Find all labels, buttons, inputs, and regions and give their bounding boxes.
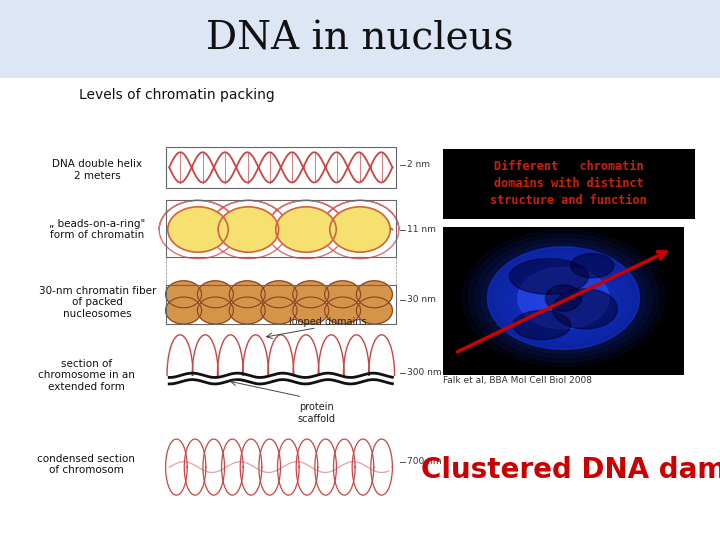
FancyBboxPatch shape bbox=[443, 227, 684, 375]
Circle shape bbox=[276, 207, 336, 252]
FancyBboxPatch shape bbox=[443, 148, 695, 219]
Circle shape bbox=[293, 297, 329, 324]
Text: Levels of chromatin packing: Levels of chromatin packing bbox=[78, 87, 274, 102]
Ellipse shape bbox=[487, 247, 639, 349]
Ellipse shape bbox=[571, 254, 614, 278]
Circle shape bbox=[166, 281, 202, 308]
Ellipse shape bbox=[533, 278, 594, 319]
Ellipse shape bbox=[507, 260, 620, 336]
Circle shape bbox=[261, 297, 297, 324]
Circle shape bbox=[166, 297, 202, 324]
Ellipse shape bbox=[488, 247, 639, 349]
Text: looped domains: looped domains bbox=[289, 316, 366, 327]
Text: „ beads-on-a-ring"
form of chromatin: „ beads-on-a-ring" form of chromatin bbox=[49, 219, 145, 240]
Ellipse shape bbox=[518, 267, 609, 329]
Ellipse shape bbox=[462, 230, 665, 366]
Ellipse shape bbox=[553, 289, 618, 329]
Text: DNA double helix
2 meters: DNA double helix 2 meters bbox=[52, 159, 143, 181]
Circle shape bbox=[293, 281, 329, 308]
Circle shape bbox=[261, 281, 297, 308]
Circle shape bbox=[330, 207, 390, 252]
Text: 2 nm: 2 nm bbox=[407, 160, 430, 169]
Text: protein
scaffold: protein scaffold bbox=[298, 402, 336, 424]
Circle shape bbox=[229, 297, 265, 324]
Circle shape bbox=[325, 281, 361, 308]
Text: 30-nm chromatin fiber
of packed
nucleosomes: 30-nm chromatin fiber of packed nucleoso… bbox=[38, 286, 156, 319]
Circle shape bbox=[229, 281, 265, 308]
Text: section of
chromosome in an
extended form: section of chromosome in an extended for… bbox=[38, 359, 135, 392]
Text: 30 nm: 30 nm bbox=[407, 295, 436, 304]
Text: Falk et al, BBA Mol Cell Biol 2008: Falk et al, BBA Mol Cell Biol 2008 bbox=[443, 376, 592, 385]
Ellipse shape bbox=[546, 285, 582, 311]
Ellipse shape bbox=[513, 265, 613, 332]
Ellipse shape bbox=[495, 252, 632, 345]
Circle shape bbox=[197, 281, 233, 308]
Text: 700 nm: 700 nm bbox=[407, 457, 441, 466]
Ellipse shape bbox=[469, 234, 658, 362]
Text: 11 nm: 11 nm bbox=[407, 225, 436, 234]
Ellipse shape bbox=[520, 269, 607, 327]
Text: Different   chromatin
domains with distinct
structure and function: Different chromatin domains with distinc… bbox=[490, 160, 647, 207]
Text: 300 nm: 300 nm bbox=[407, 368, 441, 377]
Circle shape bbox=[218, 207, 279, 252]
Ellipse shape bbox=[501, 256, 626, 340]
Circle shape bbox=[325, 297, 361, 324]
Circle shape bbox=[356, 297, 392, 324]
Text: DNA in nucleus: DNA in nucleus bbox=[206, 21, 514, 57]
FancyBboxPatch shape bbox=[0, 0, 720, 78]
Ellipse shape bbox=[513, 310, 570, 340]
Circle shape bbox=[168, 207, 228, 252]
Ellipse shape bbox=[475, 239, 652, 357]
Ellipse shape bbox=[510, 259, 589, 294]
Ellipse shape bbox=[482, 243, 645, 353]
Text: Clustered DNA damage!!!: Clustered DNA damage!!! bbox=[421, 456, 720, 484]
Circle shape bbox=[356, 281, 392, 308]
Text: condensed section
of chromosom: condensed section of chromosom bbox=[37, 454, 135, 475]
Circle shape bbox=[197, 297, 233, 324]
Ellipse shape bbox=[526, 273, 600, 323]
